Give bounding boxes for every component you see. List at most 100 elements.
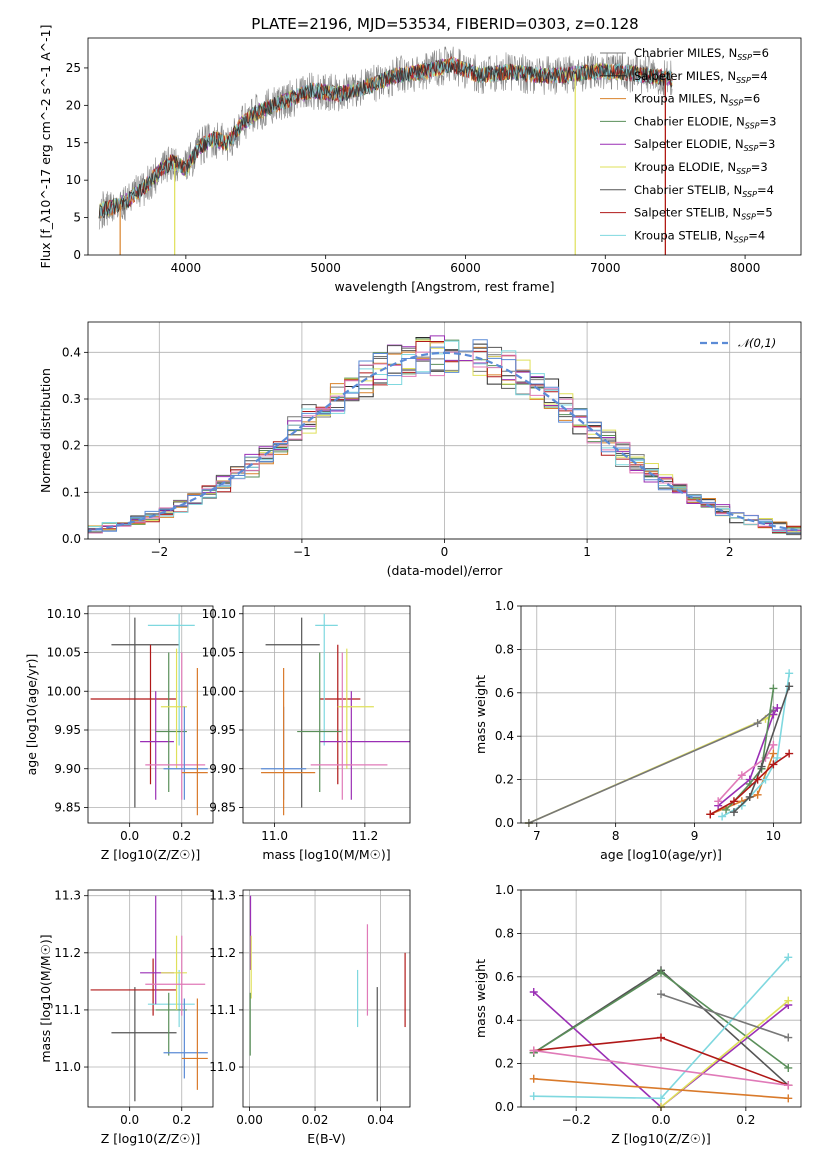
weight_vs_age-ytick-label-5: 1.0 (495, 599, 514, 613)
weight_vs_age-marker-3-1 (737, 771, 746, 780)
weight_vs_Z-marker-3-1 (657, 1094, 665, 1103)
legend-value-2: =6 (743, 92, 760, 106)
mass_vs_Z-ylabel: mass [log10(M/M☉)] (38, 934, 53, 1062)
weight_vs_age-xtick-label-3: 10 (766, 829, 781, 843)
weight_vs_Z-ylabel: mass weight (473, 959, 488, 1038)
residuals-plot-area (88, 335, 801, 538)
weight_vs_age-ytick-label-2: 0.4 (495, 729, 514, 743)
weight_vs_age-line-5 (725, 688, 775, 811)
residuals-ytick-label-0: 0.0 (62, 532, 81, 546)
legend-value-4: =3 (758, 137, 775, 151)
spectrum-ytick-label-1: 5 (73, 211, 81, 225)
mass_vs_ebv-plot-area (249, 895, 406, 1102)
legend-value-6: =4 (757, 183, 774, 197)
legend-label-7: Salpeter STELIB, NSSP=5 (634, 206, 773, 222)
age_vs_Z-plot-area (90, 613, 208, 816)
spectrum-xtick-label-4: 8000 (730, 261, 761, 275)
weight_vs_age-marker-6-3 (773, 753, 782, 762)
weight_vs_Z-xtick-label-1: 0.0 (651, 1113, 670, 1127)
age-vs-z-panel: 0.0 0.2 9.85 9.90 9.95 10.00 10.05 10.10 Z [log1… (24, 605, 214, 862)
weight_vs_age-marker-5-3 (769, 684, 778, 693)
weight_vs_Z-marker-0-0 (529, 987, 538, 996)
residuals-ytick-label-1: 0.1 (62, 485, 81, 499)
legend-sub-4: SSP (744, 144, 759, 153)
age_vs_mass-point-3 (319, 691, 410, 800)
weight_vs_age-marker-4-3 (769, 749, 778, 758)
residuals-xtick-label-4: 2 (726, 545, 734, 559)
legend-value-5: =3 (751, 160, 768, 174)
weight_vs_Z-marker-3-2 (784, 953, 793, 962)
residuals-legend-label: 𝒩(0,1) (738, 336, 776, 350)
legend-sub-7: SSP (741, 213, 756, 222)
mass_vs_Z-point-8 (181, 998, 208, 1090)
age_vs_mass-point-2 (315, 613, 338, 746)
weight_vs_age-marker-8-3 (769, 760, 778, 769)
weight_vs_Z-ytick-label-1: 0.2 (495, 1057, 514, 1071)
weight_vs_Z-marker-6-0 (529, 1046, 538, 1055)
weight_vs_age-ylabel: mass weight (473, 675, 488, 754)
weight_vs_Z-ytick-label-4: 0.8 (495, 926, 514, 940)
weight_vs_Z-marker-4-1 (784, 996, 793, 1005)
age_vs_Z-ylabel: age [log10(age/yr)] (24, 654, 39, 776)
weight_vs_age-ytick-label-4: 0.8 (495, 642, 514, 656)
mass_vs_Z-frame (87, 889, 214, 1108)
residuals-xtick-label-1: −1 (293, 545, 311, 559)
mass_vs_ebv-ytick-label-2: 11.2 (209, 946, 236, 960)
legend-value-7: =5 (756, 206, 773, 220)
residuals-ylabel: Normed distribution (38, 368, 53, 493)
age_vs_Z-xtick-label-0: 0.0 (120, 829, 139, 843)
weight_vs_age-marker-6-0 (718, 812, 727, 821)
weight_vs_age-ytick-label-1: 0.2 (495, 773, 514, 787)
weight_vs_Z-line-6 (533, 1049, 789, 1087)
weight_vs_age-marker-8-1 (729, 797, 738, 806)
spectrum-plot-area (98, 46, 673, 255)
legend-sub-1: SSP (736, 76, 751, 85)
weight_vs_Z-ytick-label-0: 0.0 (495, 1100, 514, 1114)
legend-label-2: Kroupa MILES, NSSP=6 (634, 92, 760, 108)
weight_vs_Z-marker-8-0 (657, 990, 665, 999)
legend-sub-2: SSP (729, 99, 744, 108)
mass_vs_Z-point-6 (145, 935, 206, 1016)
mass_vs_ebv-grid (243, 890, 410, 1107)
age_vs_mass-plot-area (261, 613, 410, 816)
age_vs_Z-ytick-label-5: 10.10 (47, 607, 81, 621)
legend-value-1: =4 (751, 69, 768, 83)
weight_vs_Z-ytick-label-5: 1.0 (495, 883, 514, 897)
mass_vs_ebv-frame (242, 889, 411, 1108)
age_vs_mass-point-4 (297, 652, 343, 792)
age_vs_mass-xtick-label-0: 11.0 (261, 829, 288, 843)
spectrum-legend: Chabrier MILES, NSSP=6 Salpeter MILES, NS… (600, 46, 776, 244)
mass_vs_Z-point-5 (160, 935, 187, 1010)
mass_vs_Z-ytick-label-2: 11.2 (54, 946, 81, 960)
weight_vs_age-marker-8-0 (706, 810, 715, 819)
weight_vs_age-marker-3-0 (714, 797, 723, 806)
age_vs_mass-point-5 (337, 648, 374, 769)
weight_vs_age-marker-2-2 (769, 710, 778, 719)
mass_vs_ebv-ytick-label-0: 11.0 (209, 1060, 236, 1074)
weight_vs_age-marker-2-3 (773, 703, 782, 712)
legend-value-3: =3 (760, 114, 777, 128)
age_vs_Z-ytick-label-2: 9.95 (54, 723, 81, 737)
age_vs_Z-frame (87, 605, 214, 824)
weight_vs_Z-ytick-label-2: 0.4 (495, 1013, 514, 1027)
age_vs_mass-point-6 (310, 652, 388, 800)
age_vs_mass-ytick-label-2: 9.95 (209, 723, 236, 737)
age_vs_mass-xlabel: mass [log10(M/M☉)] (262, 847, 390, 862)
weight_vs_Z-marker-2-1 (657, 968, 665, 977)
age_vs_Z-ytick-label-0: 9.85 (54, 801, 81, 815)
weight_vs_Z-line-7 (533, 1078, 789, 1100)
legend-sub-5: SSP (736, 167, 751, 176)
mass_vs_Z-ytick-label-3: 11.3 (54, 889, 81, 903)
weight_vs_age-marker-7-1 (745, 792, 754, 801)
spectrum-xlabel: wavelength [Angstrom, rest frame] (334, 279, 554, 294)
mass_vs_Z-ytick-label-1: 11.1 (54, 1003, 81, 1017)
mass_vs_ebv-xtick-label-2: 0.04 (367, 1113, 394, 1127)
age_vs_Z-point-5 (160, 648, 187, 769)
weight-vs-z-panel: −0.2 0.0 0.2 0.0 0.2 0.4 0.6 0.8 1.0 Z [log10(Z/Z… (473, 883, 802, 1146)
age_vs_Z-xtick-label-1: 0.2 (172, 829, 191, 843)
spectrum-xtick-label-3: 7000 (590, 261, 621, 275)
weight_vs_Z-marker-7-1 (784, 1094, 793, 1103)
spectrum-frame (87, 37, 802, 256)
mass-vs-z-panel: 0.0 0.2 11.0 11.1 11.2 11.3 Z [log10(Z/Z☉)] mas… (38, 889, 214, 1146)
